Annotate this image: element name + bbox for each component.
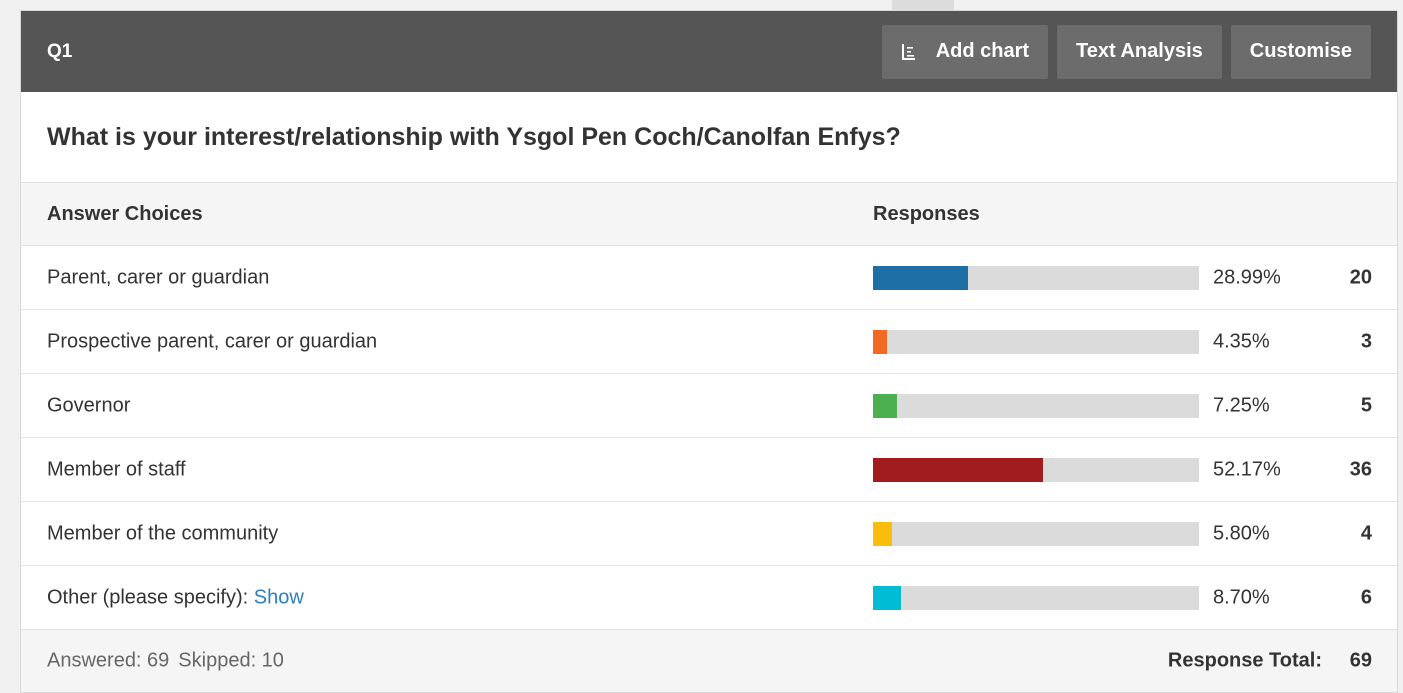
response-bar-track xyxy=(873,586,1199,610)
question-number: Q1 xyxy=(47,40,73,62)
response-count: 4 xyxy=(1360,522,1372,544)
question-title: What is your interest/relationship with … xyxy=(21,92,1397,183)
answer-choice-label: Member of the community xyxy=(47,522,278,545)
response-bar-track xyxy=(873,266,1199,290)
response-count: 5 xyxy=(1360,394,1372,416)
response-percent: 5.80% xyxy=(1213,522,1270,544)
answer-choice-label: Member of staff xyxy=(47,458,186,481)
response-percent: 52.17% xyxy=(1213,458,1281,480)
skipped-count: Skipped: 10 xyxy=(178,649,284,672)
response-percent: 8.70% xyxy=(1213,586,1270,608)
question-card: Q1 Add chart Text Analysis Customise Wha… xyxy=(20,10,1398,693)
table-row: Member of the community 5.80% 4 xyxy=(21,502,1397,566)
response-bar-fill xyxy=(873,266,968,290)
response-bar-fill xyxy=(873,586,902,610)
response-bar-fill xyxy=(873,394,897,418)
answer-choice-text: Prospective parent, carer or guardian xyxy=(47,330,378,352)
response-bar-fill xyxy=(873,458,1044,482)
summary-footer: Answered: 69 Skipped: 10 Response Total: … xyxy=(21,630,1397,692)
response-percent: 4.35% xyxy=(1213,330,1270,352)
table-row: Prospective parent, carer or guardian 4.3… xyxy=(21,310,1397,374)
text-analysis-button[interactable]: Text Analysis xyxy=(1057,24,1222,79)
table-row: Other (please specify): Show 8.70% 6 xyxy=(21,566,1397,630)
table-row: Member of staff 52.17% 36 xyxy=(21,438,1397,502)
answer-choice-text: Member of the community xyxy=(47,522,279,544)
answered-count: Answered: 69 xyxy=(47,649,170,672)
response-count: 3 xyxy=(1360,330,1372,352)
response-bar-fill xyxy=(873,330,888,354)
response-total-value: 69 xyxy=(1349,649,1372,672)
response-percent: 7.25% xyxy=(1213,394,1270,416)
response-percent: 28.99% xyxy=(1213,266,1281,288)
response-bar-track xyxy=(873,458,1199,482)
add-chart-label: Add chart xyxy=(935,40,1030,62)
response-bar-fill xyxy=(873,522,892,546)
answer-choice-label: Parent, carer or guardian xyxy=(47,266,269,289)
card-header: Q1 Add chart Text Analysis Customise xyxy=(21,11,1397,92)
table-row: Governor 7.25% 5 xyxy=(21,374,1397,438)
answer-stats: Answered: 69 Skipped: 10 xyxy=(47,650,284,673)
table-row: Parent, carer or guardian 28.99% 20 xyxy=(21,246,1397,310)
chart-list-icon xyxy=(901,43,916,61)
response-count: 36 xyxy=(1349,458,1372,480)
customise-button[interactable]: Customise xyxy=(1230,24,1371,79)
response-bar-track xyxy=(873,330,1199,354)
add-chart-button[interactable]: Add chart xyxy=(881,24,1049,79)
answer-choice-text: Member of staff xyxy=(47,458,186,480)
response-count: 20 xyxy=(1349,266,1372,288)
responses-header: Responses xyxy=(873,202,980,225)
top-tab-indicator xyxy=(892,0,954,10)
response-bar-track xyxy=(873,394,1199,418)
header-actions: Add chart Text Analysis Customise xyxy=(881,24,1371,79)
response-bar-track xyxy=(873,522,1199,546)
answer-choices-header: Answer Choices xyxy=(47,202,203,225)
answer-choice-text: Governor xyxy=(47,394,131,416)
response-total-label: Response Total: xyxy=(1167,649,1322,672)
answer-rows: Parent, carer or guardian 28.99% 20 Prospec… xyxy=(21,246,1397,630)
answer-choice-text: Other (please specify): xyxy=(47,586,254,608)
answer-choice-text: Parent, carer or guardian xyxy=(47,266,270,288)
response-count: 6 xyxy=(1360,586,1372,608)
show-responses-link[interactable]: Show xyxy=(253,586,304,608)
answer-choice-label: Prospective parent, carer or guardian xyxy=(47,330,377,353)
answer-choice-label: Governor xyxy=(47,394,130,417)
table-header: Answer Choices Responses xyxy=(21,183,1397,246)
answer-choice-label: Other (please specify): Show xyxy=(47,586,304,609)
